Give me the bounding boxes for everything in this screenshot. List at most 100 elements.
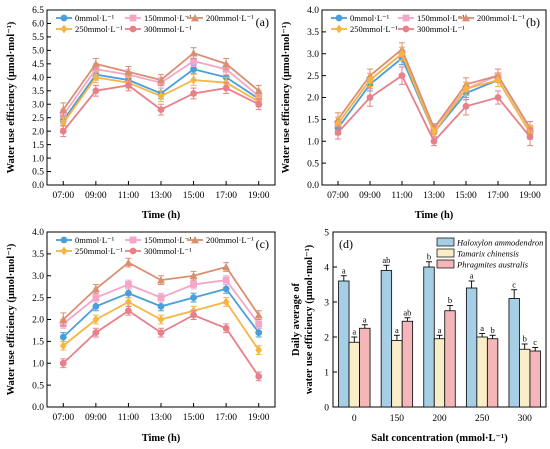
legend-marker	[60, 14, 68, 22]
data-point	[157, 315, 165, 324]
y-tick-label: 1.5	[32, 338, 44, 348]
data-point	[366, 75, 374, 85]
data-point	[157, 91, 165, 101]
x-tick-label: 17:00	[215, 191, 237, 201]
y-tick-label: 0.5	[32, 381, 44, 391]
data-point	[430, 137, 438, 145]
data-point	[92, 302, 100, 310]
y-tick-label: 4.0	[32, 74, 44, 84]
y-tick-label: 5.5	[32, 33, 44, 43]
legend-label: 150mmol·L⁻¹	[144, 235, 192, 245]
panel-b: 0.0 0.5 1.0 1.5 2.0 2.5 3.0 3.5 4.0 07:00 09:00 11:…	[281, 6, 547, 221]
legend-label: Haloxylon ammodendron	[456, 238, 543, 248]
legend-label: Tamarix chinensis	[457, 249, 519, 259]
x-tick-label: 07:00	[52, 413, 74, 423]
legend-label: 0mmol·L⁻¹	[75, 13, 115, 23]
data-point	[462, 84, 470, 94]
series-line	[337, 52, 531, 130]
y-tick-label: 0.5	[307, 159, 319, 169]
legend-label: 200mmol·L⁻¹	[206, 13, 254, 23]
data-point	[222, 84, 230, 92]
y-tick-label: 2.5	[32, 114, 44, 124]
panel-label: (d)	[339, 237, 353, 251]
legend-swatch	[436, 259, 455, 269]
data-point	[157, 329, 165, 337]
data-point	[157, 276, 165, 284]
y-tick-label: 5.0	[32, 47, 44, 57]
y-tick-label: 1.5	[307, 116, 319, 126]
panel-label: (b)	[526, 15, 540, 29]
data-point	[222, 285, 230, 293]
data-point	[92, 294, 100, 302]
data-point	[190, 75, 197, 85]
series-4	[334, 66, 534, 147]
legend-swatch	[436, 237, 455, 247]
x-axis-label: Time (h)	[142, 433, 181, 444]
data-point	[255, 100, 263, 108]
series-4	[59, 305, 263, 382]
y-tick-label: 3.0	[32, 272, 44, 282]
legend-marker	[191, 236, 199, 244]
bar	[476, 336, 488, 408]
x-tick-label: 09:00	[359, 191, 381, 201]
y-tick-label: 3	[324, 299, 329, 309]
y-tick-label: 3.0	[307, 50, 319, 60]
bar	[359, 327, 371, 408]
legend-label: 0mmol·L⁻¹	[75, 235, 115, 245]
legend-marker	[129, 236, 137, 244]
data-point	[366, 94, 374, 101]
y-tick-label: 1.5	[32, 141, 44, 151]
significance-label: a	[470, 271, 474, 281]
y-axis-label-line1: Daily average of	[291, 283, 302, 356]
data-point	[255, 329, 263, 337]
data-point	[222, 324, 230, 332]
data-point	[430, 128, 438, 137]
y-tick-label: 1	[324, 369, 329, 379]
x-tick-label: 15:00	[455, 191, 477, 201]
y-tick-label: 4.0	[32, 228, 44, 238]
x-tick-label: 09:00	[85, 413, 107, 423]
y-axis-label: Water use efficiency (μmol·mol⁻¹)	[6, 21, 17, 173]
data-point	[91, 59, 100, 68]
x-tick-label: 200	[432, 414, 447, 424]
bar	[519, 348, 531, 408]
data-point	[59, 333, 67, 341]
significance-label: a	[352, 327, 356, 337]
x-tick-label: 19:00	[248, 191, 270, 201]
y-tick-label: 4	[324, 264, 329, 274]
legend-marker	[191, 14, 199, 22]
data-point	[59, 105, 68, 114]
y-tick-label: 1.0	[32, 154, 44, 164]
significance-label: a	[438, 325, 442, 335]
bar	[529, 350, 541, 408]
bar	[338, 280, 350, 408]
significance-label: c	[512, 279, 516, 289]
x-tick-label: 300	[518, 414, 533, 424]
legend-marker	[60, 24, 68, 34]
bar	[401, 320, 414, 408]
y-tick-label: 2.5	[307, 72, 319, 82]
x-tick-label: 13:00	[150, 191, 172, 201]
y-axis-label-line2: water use efficiency (μmol·mol⁻¹)	[304, 244, 315, 394]
data-point	[334, 119, 342, 129]
bar	[444, 310, 456, 408]
legend-marker	[60, 246, 68, 256]
y-tick-label: 4.0	[307, 6, 319, 16]
bar	[380, 270, 393, 408]
data-point	[125, 307, 132, 315]
data-point	[222, 297, 230, 307]
y-tick-label: 0.5	[32, 168, 44, 178]
y-tick-label: 2.0	[32, 316, 44, 326]
data-point	[222, 263, 231, 271]
y-tick-label: 0	[324, 404, 329, 414]
series-3	[59, 297, 263, 355]
legend-marker	[129, 25, 137, 33]
series-2	[59, 257, 263, 327]
y-tick-label: 4.5	[32, 60, 44, 70]
y-tick-label: 2.0	[307, 94, 319, 104]
legend-label: 200mmol·L⁻¹	[477, 13, 525, 23]
